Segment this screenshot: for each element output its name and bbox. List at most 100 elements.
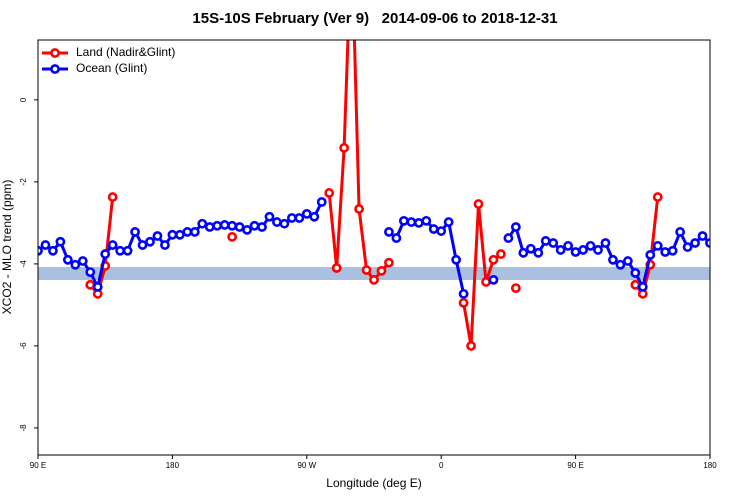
data-point [55, 236, 66, 247]
data-point [630, 279, 641, 290]
data-point [496, 249, 506, 259]
data-point [227, 220, 238, 231]
data-point [518, 247, 529, 258]
x-tick-label: 90 E [30, 461, 46, 470]
data-point [413, 217, 424, 228]
data-point [578, 245, 588, 255]
data-point [525, 243, 536, 254]
data-point [622, 256, 633, 266]
reference-band [38, 267, 710, 280]
data-point [77, 256, 88, 266]
y-tick-label: -6 [19, 342, 28, 350]
data-point [92, 281, 103, 292]
data-point [652, 240, 663, 251]
data-point [533, 247, 544, 258]
x-tick-label: 90 E [567, 461, 583, 470]
data-point [510, 283, 521, 293]
data-point [421, 215, 432, 226]
data-point [585, 240, 596, 251]
chart-title: 15S-10S February (Ver 9) 2014-09-06 to 2… [192, 10, 557, 27]
data-point [481, 277, 491, 287]
data-point [227, 231, 238, 242]
data-point [548, 238, 559, 248]
data-point [48, 245, 58, 256]
x-axis-label: Longitude (deg E) [326, 476, 421, 490]
data-point [376, 265, 387, 276]
data-point [107, 240, 118, 250]
data-point [189, 227, 200, 237]
data-point [286, 213, 297, 223]
data-point [428, 224, 439, 234]
data-point [675, 227, 686, 237]
data-point [488, 254, 499, 265]
data-point [406, 217, 417, 227]
data-point [705, 238, 710, 248]
data-point [212, 220, 223, 231]
data-point [160, 240, 170, 250]
data-point [652, 192, 663, 202]
data-point [301, 208, 312, 219]
data-point [264, 211, 275, 222]
data-point [354, 204, 364, 214]
data-point [294, 213, 305, 223]
data-point [637, 281, 648, 292]
data-point [316, 197, 327, 207]
y-tick-label: 0 [19, 97, 28, 102]
data-point [600, 238, 611, 248]
data-point [563, 240, 574, 251]
data-point [70, 259, 81, 270]
data-point [182, 227, 193, 237]
x-tick-label: 0 [439, 461, 444, 470]
data-point [361, 265, 372, 275]
data-point [257, 222, 267, 232]
x-tick-label: 180 [703, 461, 717, 470]
data-point [107, 192, 118, 202]
data-point [242, 224, 252, 235]
data-point [473, 199, 484, 209]
data-point [234, 222, 245, 232]
data-point [85, 267, 96, 278]
data-point [219, 220, 230, 230]
y-tick-label: -8 [19, 424, 28, 432]
data-point [630, 268, 641, 278]
data-point [384, 257, 394, 268]
data-point [436, 226, 447, 236]
data-point [174, 229, 185, 240]
legend-marker [50, 64, 60, 74]
data-point [503, 233, 514, 243]
data-point [145, 236, 155, 247]
data-point [443, 217, 454, 227]
data-point [130, 227, 140, 237]
legend-label: Ocean (Glint) [76, 61, 147, 75]
data-point [152, 231, 163, 241]
data-point [85, 279, 96, 290]
data-point [555, 245, 566, 255]
data-point [458, 297, 469, 308]
data-point [309, 211, 320, 222]
legend-label: Land (Nadir&Glint) [76, 45, 175, 59]
data-point [466, 341, 476, 351]
data-point [667, 245, 678, 256]
series-line [507, 223, 710, 292]
data-point [608, 254, 618, 265]
data-point [615, 259, 626, 270]
data-point [682, 242, 693, 252]
data-point [369, 274, 379, 285]
x-tick-label: 90 W [297, 461, 316, 470]
data-point [115, 245, 126, 256]
data-point [458, 288, 469, 299]
y-tick-label: -2 [19, 178, 28, 186]
data-point [398, 215, 409, 226]
data-point [697, 231, 708, 241]
data-point [331, 263, 342, 273]
data-point [272, 217, 282, 227]
data-point [488, 274, 499, 285]
plot-frame [37, 39, 711, 456]
x-tick-label: 180 [166, 461, 180, 470]
data-point [40, 240, 51, 250]
y-axis-label: XCO2 - MLO trend (ppm) [0, 180, 14, 315]
series-line [327, 40, 391, 283]
data-point [122, 245, 133, 256]
y-tick-label: -4 [19, 260, 28, 268]
